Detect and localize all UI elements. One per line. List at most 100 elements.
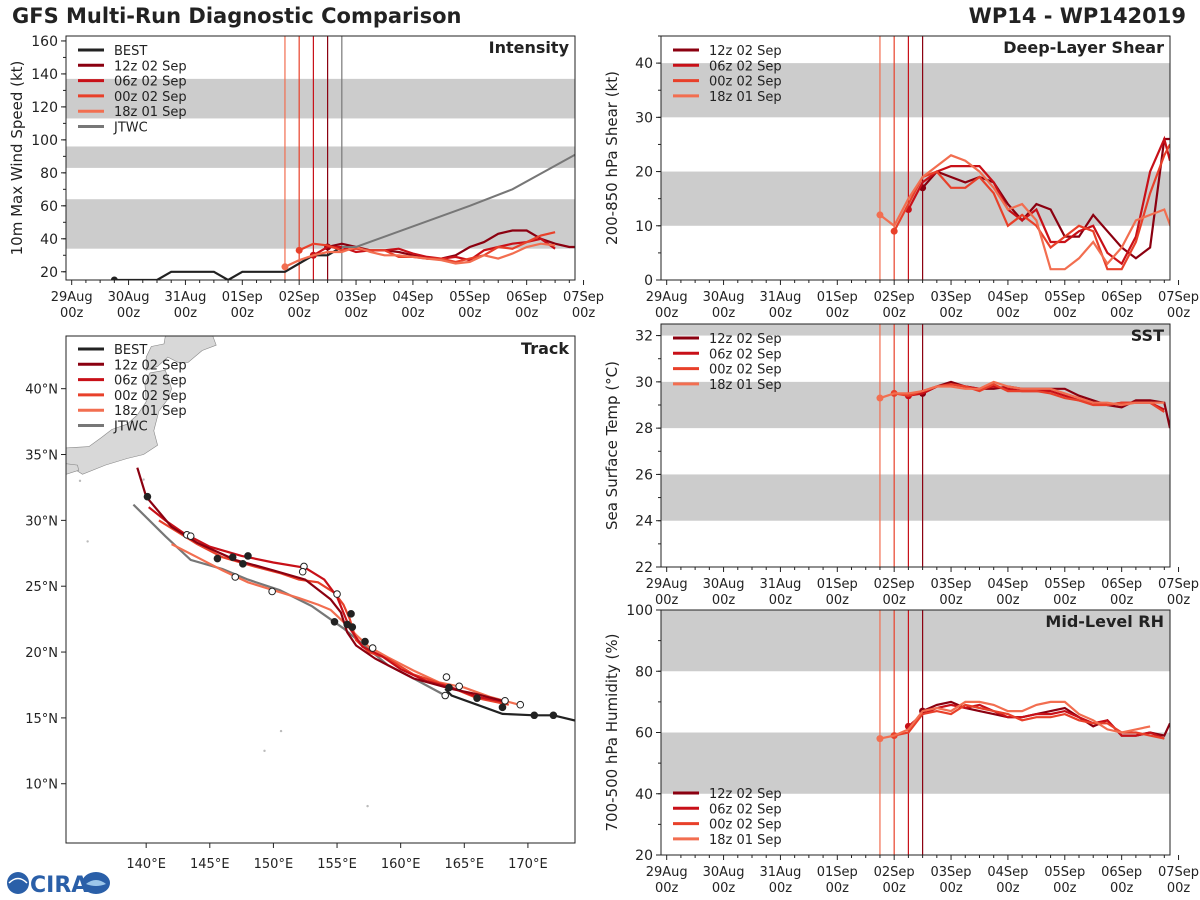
x-tick-label-date: 05Sep <box>1044 577 1085 592</box>
legend-label-run_18z: 18z 01 Sep <box>114 404 187 419</box>
land-islet <box>279 729 283 733</box>
y-tick-label: 60 <box>40 199 58 215</box>
panel-title: Track <box>521 339 569 358</box>
legend-label-run_00z: 00z 02 Sep <box>709 818 782 833</box>
x-tick-label-date: 06Sep <box>1101 865 1142 880</box>
x-tick-label-date: 02Sep <box>874 290 915 305</box>
x-tick-label-hour: 00z <box>458 306 482 321</box>
x-tick-label-hour: 00z <box>515 306 539 321</box>
y-tick-label: 30 <box>635 110 653 126</box>
x-tick-label-hour: 00z <box>882 881 906 896</box>
y-tick-label: 20 <box>635 848 653 864</box>
y-tick-label: 100 <box>626 603 653 619</box>
x-tick-label-date: 29Aug <box>646 290 688 305</box>
track-marker-best <box>498 703 507 712</box>
track-marker-run_12z <box>186 532 195 540</box>
track-y-tick-label: 35°N <box>25 449 58 464</box>
x-tick-label-hour: 00z <box>1110 306 1134 321</box>
x-tick-label-date: 07Sep <box>1158 865 1199 880</box>
threshold-band <box>66 146 575 168</box>
y-tick-label: 40 <box>635 787 653 803</box>
storm-id: WP14 - WP142019 <box>968 4 1186 28</box>
x-tick-label-hour: 00z <box>996 593 1020 608</box>
track-marker-jtwc <box>330 617 339 626</box>
track-marker-run_12z <box>143 492 152 501</box>
x-tick-label-date: 07Sep <box>1158 577 1199 592</box>
x-tick-label-hour: 00z <box>1053 593 1077 608</box>
x-tick-label-hour: 00z <box>1053 306 1077 321</box>
panel-title: Intensity <box>489 38 570 57</box>
track-marker-run_12z <box>501 696 509 705</box>
x-tick-label-hour: 00z <box>769 306 793 321</box>
legend-label-best: BEST <box>114 343 147 358</box>
threshold-band <box>661 63 1170 118</box>
logo-wave <box>86 880 106 886</box>
track-marker-run_06z <box>455 682 464 691</box>
series-start-point-run_18z <box>876 394 884 402</box>
series-start-point-run_00z <box>295 246 303 254</box>
y-tick-label: 24 <box>635 514 653 530</box>
y-tick-label: 80 <box>40 166 58 182</box>
x-tick-label-date: 31Aug <box>164 290 206 305</box>
x-tick-label-hour: 00z <box>344 306 368 321</box>
series-group <box>876 135 1170 271</box>
x-tick-label-hour: 00z <box>287 306 311 321</box>
x-tick-label-hour: 00z <box>712 593 736 608</box>
x-tick-label-date: 01Sep <box>817 290 858 305</box>
x-tick-label-date: 07Sep <box>563 290 604 305</box>
land-islet <box>86 540 89 543</box>
x-tick-label-hour: 00z <box>939 306 963 321</box>
threshold-band <box>661 381 1170 429</box>
track-marker-best <box>473 694 481 702</box>
track-marker-run_12z <box>445 683 453 692</box>
y-tick-label: 160 <box>31 34 58 50</box>
x-tick-label-date: 05Sep <box>1044 290 1085 305</box>
x-tick-label-hour: 00z <box>572 306 596 321</box>
x-tick-label-hour: 00z <box>882 306 906 321</box>
legend-label-run_12z: 12z 02 Sep <box>114 59 187 74</box>
panel-title: Deep-Layer Shear <box>1003 38 1164 57</box>
track-y-tick-label: 20°N <box>25 646 58 661</box>
legend-label-best: BEST <box>114 44 147 59</box>
threshold-band <box>66 199 575 249</box>
x-tick-label-date: 06Sep <box>1101 290 1142 305</box>
series-start-point-run_18z <box>876 735 884 743</box>
track-marker-jtwc <box>441 691 450 700</box>
x-tick-label-hour: 00z <box>939 881 963 896</box>
track-marker-run_18z <box>268 587 276 596</box>
x-tick-label-date: 01Sep <box>817 577 858 592</box>
shear-panel: 01020304029Aug00z30Aug00z31Aug00z01Sep00… <box>603 35 1199 321</box>
legend-label-run_06z: 06z 02 Sep <box>709 59 782 74</box>
x-tick-label-hour: 00z <box>655 593 679 608</box>
x-tick-label-hour: 00z <box>996 881 1020 896</box>
x-tick-label-hour: 00z <box>1110 881 1134 896</box>
series-line-run_00z <box>893 143 1170 271</box>
track-line-run_06z <box>148 506 506 704</box>
x-tick-label-date: 04Sep <box>392 290 433 305</box>
x-tick-label-date: 05Sep <box>449 290 490 305</box>
series-start-point-run_00z <box>890 227 898 235</box>
x-tick-label-date: 03Sep <box>931 290 972 305</box>
track-y-tick-label: 30°N <box>25 514 58 529</box>
series-line-jtwc <box>341 153 575 248</box>
y-tick-label: 0 <box>644 273 653 289</box>
track-marker-run_00z <box>442 673 451 681</box>
x-tick-label-date: 02Sep <box>874 577 915 592</box>
track-marker-run_12z <box>244 552 252 560</box>
cira-logo: CIRA <box>7 872 110 898</box>
x-tick-label-hour: 00z <box>655 306 679 321</box>
threshold-band <box>661 610 1170 672</box>
land-islet <box>78 479 82 483</box>
track-x-tick-label: 165°E <box>445 857 485 872</box>
land-group <box>66 336 575 808</box>
x-tick-label-hour: 00z <box>1167 593 1191 608</box>
legend-label-run_18z: 18z 01 Sep <box>709 378 782 393</box>
track-marker-run_00z <box>333 590 341 598</box>
legend-label-run_00z: 00z 02 Sep <box>114 90 187 105</box>
legend-label-run_06z: 06z 02 Sep <box>709 347 782 362</box>
x-tick-label-hour: 00z <box>769 593 793 608</box>
threshold-band <box>66 78 575 119</box>
track-x-tick-label: 155°E <box>317 857 357 872</box>
legend-label-run_12z: 12z 02 Sep <box>709 332 782 347</box>
